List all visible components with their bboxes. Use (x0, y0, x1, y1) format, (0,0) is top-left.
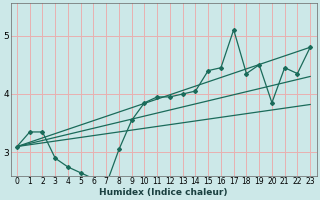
X-axis label: Humidex (Indice chaleur): Humidex (Indice chaleur) (99, 188, 228, 197)
